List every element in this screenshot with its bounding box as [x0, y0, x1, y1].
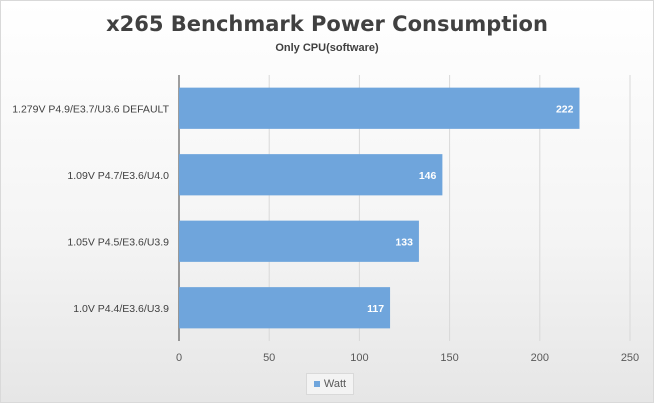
- category-label: 1.279V P4.9/E3.7/U3.6 DEFAULT: [12, 103, 169, 115]
- category-label: 1.09V P4.7/E3.6/U4.0: [67, 170, 169, 182]
- data-label: 117: [367, 303, 384, 315]
- category-label: 1.0V P4.4/E3.6/U3.9: [73, 303, 169, 315]
- category-label: 1.05V P4.5/E3.6/U3.9: [67, 236, 169, 248]
- data-label: 222: [556, 103, 574, 115]
- x-tick-label: 0: [176, 352, 182, 364]
- data-label: 133: [395, 236, 413, 248]
- x-tick-label: 50: [263, 352, 275, 364]
- legend: Watt: [306, 373, 354, 395]
- x-tick-label: 250: [621, 352, 639, 364]
- legend-swatch: [313, 381, 320, 387]
- legend-label: Watt: [323, 378, 347, 390]
- x-tick-label: 100: [350, 352, 368, 364]
- data-label: 146: [419, 170, 437, 182]
- chart-subtitle: Only CPU(software): [275, 42, 379, 54]
- chart-title: x265 Benchmark Power Consumption: [106, 12, 548, 36]
- bar: [179, 87, 580, 129]
- x-tick-label: 200: [531, 352, 549, 364]
- bar: [179, 287, 391, 329]
- x-tick-label: 150: [440, 352, 458, 364]
- bar: [179, 220, 419, 262]
- bar: [179, 154, 443, 196]
